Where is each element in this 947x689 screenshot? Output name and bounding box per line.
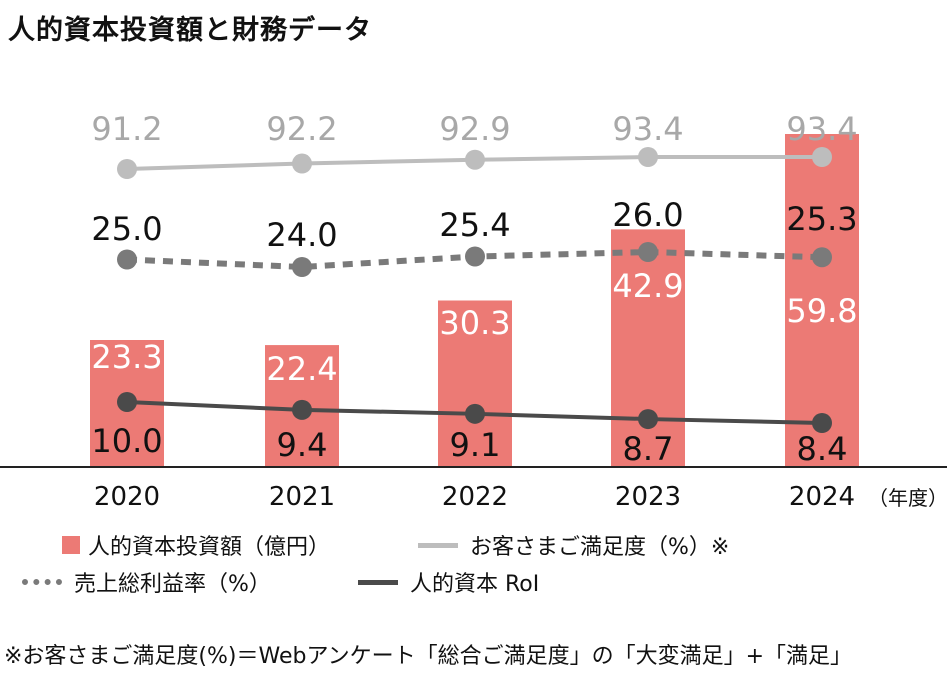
roi-point-2022 <box>465 403 485 424</box>
roi-point-2024 <box>812 413 832 433</box>
gross-margin-point-2021 <box>292 257 312 277</box>
bar-label-2020: 23.3 <box>91 338 162 376</box>
gross-margin-point-2022 <box>465 246 485 267</box>
roi-label-2021: 9.4 <box>277 426 328 464</box>
satisfaction-point-2023 <box>638 147 658 167</box>
bar-label-2023: 42.9 <box>612 267 683 305</box>
gross-margin-label-2020: 25.0 <box>91 210 162 248</box>
gross-margin-point-2023 <box>638 242 658 262</box>
satisfaction-point-2022 <box>465 149 485 170</box>
bar-label-2021: 22.4 <box>266 350 337 388</box>
roi-label-2020: 10.0 <box>91 422 162 460</box>
x-tick-2021: 2021 <box>269 482 335 512</box>
footnote: ※お客さまご満足度(%)＝Webアンケート「総合ご満足度」の「大変満足」+「満足… <box>4 644 853 669</box>
x-tick-2024: 2024 <box>789 482 855 512</box>
satisfaction-label-2022: 92.9 <box>439 110 510 148</box>
gross-margin-label-2022: 25.4 <box>439 206 510 244</box>
gross-margin-label-2024: 25.3 <box>786 200 857 238</box>
roi-label-2024: 8.4 <box>797 430 848 468</box>
chart-title: 人的資本投資額と財務データ <box>8 15 372 46</box>
bar-label-2022: 30.3 <box>439 304 510 342</box>
x-tick-2023: 2023 <box>615 482 681 512</box>
satisfaction-label-2024: 93.4 <box>786 110 857 148</box>
satisfaction-point-2020 <box>117 159 137 179</box>
satisfaction-label-2021: 92.2 <box>266 110 337 148</box>
roi-label-2022: 9.1 <box>450 426 501 464</box>
roi-point-2023 <box>638 409 658 430</box>
x-tick-2020: 2020 <box>94 482 160 512</box>
satisfaction-label-2023: 93.4 <box>612 110 683 148</box>
gross-margin-label-2023: 26.0 <box>612 196 683 234</box>
satisfaction-label-2020: 91.2 <box>91 110 162 148</box>
gross-margin-point-2024 <box>812 247 832 268</box>
bar-2024 <box>785 134 859 467</box>
satisfaction-point-2021 <box>292 153 312 174</box>
bar-label-2024: 59.8 <box>786 292 857 330</box>
bar-2022 <box>438 300 512 467</box>
roi-point-2020 <box>117 392 137 412</box>
roi-point-2021 <box>292 399 312 420</box>
roi-label-2023: 8.7 <box>623 430 674 468</box>
x-axis-unit: （年度） <box>868 486 947 510</box>
satisfaction-point-2024 <box>812 147 832 167</box>
x-tick-2022: 2022 <box>442 482 508 512</box>
gross-margin-label-2021: 24.0 <box>266 216 337 254</box>
gross-margin-point-2020 <box>117 249 137 270</box>
